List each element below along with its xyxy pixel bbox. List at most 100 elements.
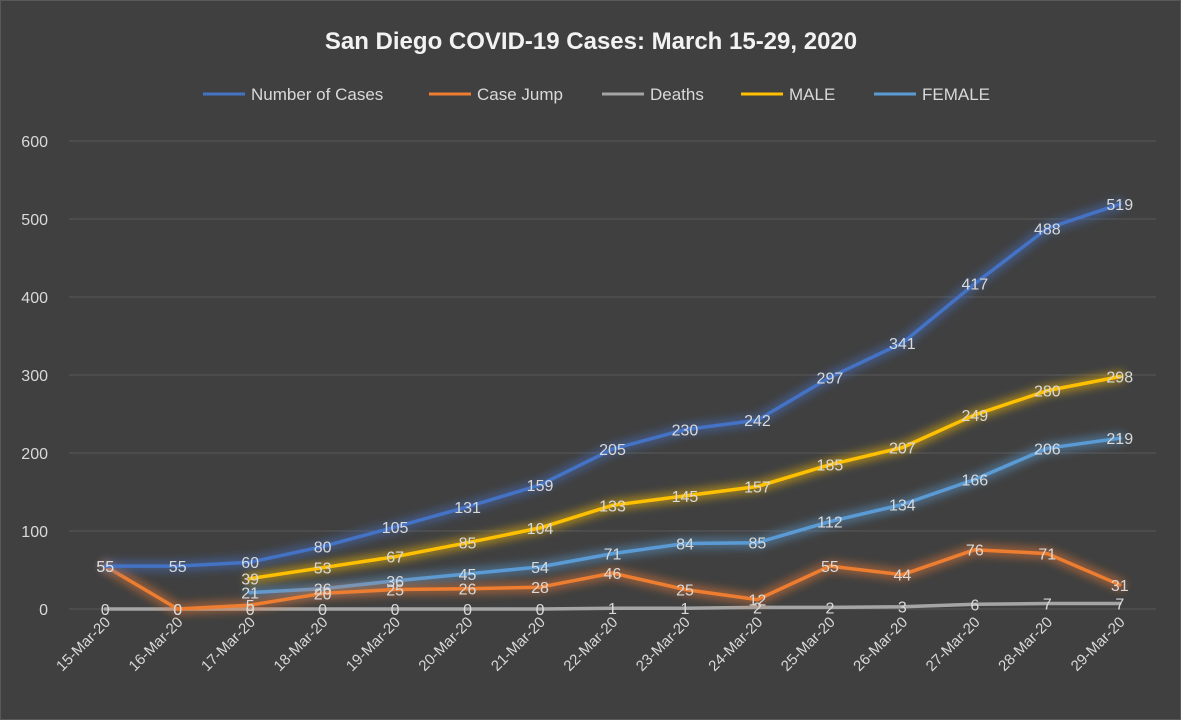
x-axis: 15-Mar-20 16-Mar-20 17-Mar-20 18-Mar-20 19-M… <box>53 614 1128 675</box>
y-tick-label: 600 <box>21 134 48 151</box>
legend-label: Case Jump <box>477 85 563 104</box>
data-label-deaths: 2 <box>753 600 762 617</box>
data-label-number-of-cases: 159 <box>527 478 554 495</box>
data-label-deaths: 1 <box>608 601 617 618</box>
x-tick-label: 18-Mar-20 <box>271 614 332 675</box>
data-label-male: 39 <box>241 572 259 589</box>
data-label-case-jump: 31 <box>1111 578 1129 595</box>
legend-item-male: MALE <box>741 85 835 104</box>
data-label-number-of-cases: 55 <box>169 559 187 576</box>
data-label-female: 206 <box>1034 441 1061 458</box>
data-label-number-of-cases: 242 <box>744 413 771 430</box>
data-label-case-jump: 55 <box>96 559 114 576</box>
data-label-female: 166 <box>961 473 988 490</box>
legend-item-female: FEMALE <box>874 85 990 104</box>
x-tick-label: 21-Mar-20 <box>488 614 549 675</box>
data-label-male: 298 <box>1106 370 1133 387</box>
x-tick-label: 20-Mar-20 <box>415 614 476 675</box>
data-label-male: 85 <box>459 536 477 553</box>
data-label-number-of-cases: 417 <box>961 277 988 294</box>
data-label-male: 104 <box>527 521 554 538</box>
y-tick-label: 400 <box>21 290 48 307</box>
data-label-case-jump: 76 <box>966 543 984 560</box>
data-label-number-of-cases: 341 <box>889 336 916 353</box>
series-line-case-jump <box>103 547 1122 611</box>
data-label-male: 185 <box>817 458 844 475</box>
data-label-number-of-cases: 230 <box>672 423 699 440</box>
legend-item-case-jump: Case Jump <box>429 85 563 104</box>
data-label-male: 133 <box>599 498 626 515</box>
data-label-case-jump: 20 <box>314 586 332 603</box>
x-tick-label: 16-Mar-20 <box>126 614 187 675</box>
data-label-deaths: 0 <box>173 602 182 619</box>
legend-item-deaths: Deaths <box>602 85 704 104</box>
data-label-number-of-cases: 105 <box>382 520 409 537</box>
data-label-deaths: 0 <box>101 602 110 619</box>
series-line-number-of-cases <box>103 202 1122 568</box>
legend-label: FEMALE <box>922 85 990 104</box>
data-label-case-jump: 44 <box>893 568 911 585</box>
data-label-female: 45 <box>459 567 477 584</box>
data-label-male: 249 <box>961 408 988 425</box>
data-label-male: 53 <box>314 561 332 578</box>
data-label-case-jump: 12 <box>749 593 767 610</box>
x-tick-label: 19-Mar-20 <box>343 614 404 675</box>
data-label-deaths: 0 <box>536 602 545 619</box>
legend-label: Deaths <box>650 85 704 104</box>
data-label-number-of-cases: 205 <box>599 442 626 459</box>
data-label-male: 145 <box>672 489 699 506</box>
data-label-deaths: 0 <box>463 602 472 619</box>
data-label-case-jump: 46 <box>604 566 622 583</box>
y-tick-label: 500 <box>21 212 48 229</box>
legend-item-number-of-cases: Number of Cases <box>203 85 383 104</box>
data-label-deaths: 7 <box>1043 597 1052 614</box>
data-label-deaths: 6 <box>970 597 979 614</box>
data-label-female: 71 <box>604 547 622 564</box>
y-tick-label: 0 <box>39 602 48 619</box>
data-label-number-of-cases: 80 <box>314 540 332 557</box>
series-glow-female <box>244 432 1126 599</box>
x-tick-label: 25-Mar-20 <box>778 614 839 675</box>
series-line-deaths <box>103 601 1122 611</box>
data-label-number-of-cases: 131 <box>454 500 481 517</box>
data-label-case-jump: 25 <box>676 583 694 600</box>
data-label-male: 157 <box>744 480 771 497</box>
data-label-male: 207 <box>889 441 916 458</box>
data-label-number-of-cases: 488 <box>1034 221 1061 238</box>
y-tick-label: 300 <box>21 368 48 385</box>
data-label-deaths: 2 <box>825 600 834 617</box>
data-label-female: 134 <box>889 497 916 514</box>
x-tick-label: 26-Mar-20 <box>850 614 911 675</box>
x-tick-label: 22-Mar-20 <box>560 614 621 675</box>
gridlines <box>69 140 1156 610</box>
data-label-number-of-cases: 55 <box>96 559 114 576</box>
data-label-female: 219 <box>1106 431 1133 448</box>
x-tick-label: 27-Mar-20 <box>923 614 984 675</box>
series-line-male <box>248 374 1122 581</box>
data-label-female: 84 <box>676 536 694 553</box>
y-tick-label: 100 <box>21 524 48 541</box>
x-tick-label: 24-Mar-20 <box>705 614 766 675</box>
data-labels: 55 55 608010513115920523024229734141748851… <box>96 197 1133 619</box>
x-tick-label: 23-Mar-20 <box>633 614 694 675</box>
data-label-female: 21 <box>241 586 259 603</box>
series-line-female <box>248 436 1122 595</box>
x-tick-label: 15-Mar-20 <box>53 614 114 675</box>
x-tick-label: 28-Mar-20 <box>995 614 1056 675</box>
data-label-deaths: 1 <box>681 601 690 618</box>
data-label-deaths: 0 <box>318 602 327 619</box>
data-label-female: 112 <box>817 515 843 532</box>
data-label-number-of-cases: 519 <box>1106 197 1133 214</box>
data-label-male: 280 <box>1034 384 1061 401</box>
data-label-case-jump: 0 <box>173 602 182 619</box>
series-layer <box>99 198 1126 615</box>
data-label-female: 26 <box>314 582 332 599</box>
data-label-case-jump: 55 <box>821 559 839 576</box>
data-label-case-jump: 71 <box>1038 547 1056 564</box>
data-label-deaths: 0 <box>391 602 400 619</box>
x-tick-label: 17-Mar-20 <box>198 614 259 675</box>
data-label-female: 85 <box>749 536 767 553</box>
data-label-female: 36 <box>386 574 404 591</box>
legend-label: Number of Cases <box>251 85 383 104</box>
